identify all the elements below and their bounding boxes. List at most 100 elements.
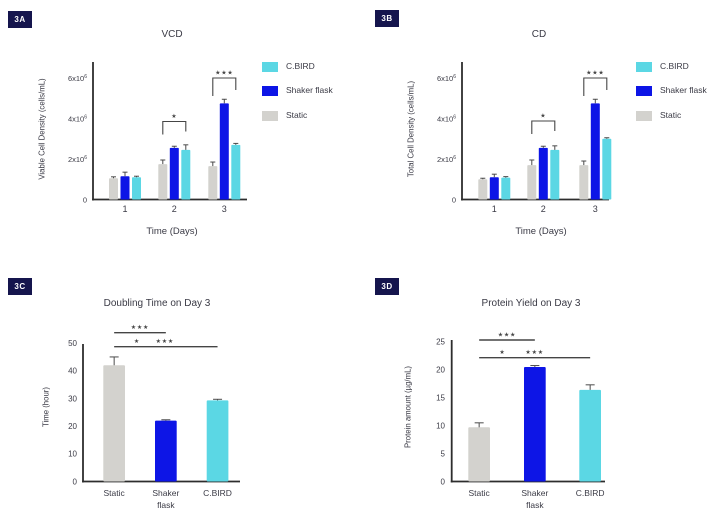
x-axis-label-3a: Time (Days) (146, 226, 198, 237)
legend-swatch-shaker-flask (262, 86, 278, 97)
panel-badge-3d: 3D (375, 278, 399, 295)
sig-bracket-day-3 (212, 77, 237, 96)
legend-swatch-static (262, 110, 278, 121)
ytick-label-6: 6x106 (437, 74, 456, 83)
xtick-label-shaker-flask: Shaker (521, 488, 548, 498)
xtick-label-shaker-flask: Shaker (152, 488, 179, 498)
ytick-label-0: 0 (83, 195, 87, 204)
bar-shaker-flask-day-3 (590, 103, 600, 200)
xtick-label-1: 1 (122, 204, 127, 214)
sig-bracket-day-3 (583, 77, 608, 96)
bar-static-day-1 (109, 178, 118, 200)
xtick-label-shaker-flask-line2: flask (157, 500, 175, 510)
legend-label-shaker-flask: Shaker flask (286, 85, 333, 96)
ytick-label-2: 2x106 (68, 155, 87, 164)
bar-static-day-2 (158, 164, 168, 200)
sig-label-day-2: ★ (171, 113, 177, 120)
sig-bracket-day-2 (531, 120, 556, 134)
bar-c-bird-day-2 (550, 149, 560, 200)
xtick-label-c-bird: C.BIRD (203, 488, 232, 498)
sig-label-static-shaker-flask-0: ★★★ (498, 332, 516, 339)
ytick-label-10: 10 (68, 450, 77, 459)
bar-c-bird (579, 389, 601, 482)
chart-title-3c: Doubling Time on Day 3 (103, 298, 211, 309)
legend-label-shaker-flask: Shaker flask (660, 85, 707, 96)
ytick-label-0: 0 (452, 195, 456, 204)
legend-3b: C.BIRD Shaker flask Static (636, 61, 708, 134)
ytick-label-25: 25 (436, 338, 445, 347)
ytick-label-50: 50 (68, 339, 77, 348)
xtick-label-2: 2 (172, 204, 177, 214)
xtick-label-shaker-flask-line2: flask (526, 500, 544, 510)
bar-c-bird-day-2 (181, 149, 191, 200)
ytick-label-10: 10 (436, 421, 445, 430)
ytick-label-30: 30 (68, 394, 77, 403)
ytick-label-4: 4x106 (437, 114, 456, 123)
ytick-label-2: 2x106 (437, 155, 456, 164)
ytick-label-5: 5 (441, 449, 446, 458)
bar-static (103, 365, 125, 482)
chart-title-3d: Protein Yield on Day 3 (481, 298, 581, 309)
legend-label-static: Static (286, 109, 308, 120)
xtick-label-3: 3 (593, 204, 598, 214)
legend-item-shaker-flask: Shaker flask (636, 85, 708, 97)
legend-item-static: Static (636, 110, 708, 121)
legend-swatch-static (636, 110, 652, 121)
legend-item-shaker-flask: Shaker flask (262, 85, 334, 97)
sig-label-day-3: ★★★ (586, 70, 604, 77)
legend-swatch-cbird (262, 62, 278, 72)
bar-shaker-flask-day-1 (120, 176, 130, 200)
sig-label-static-c-bird-0: ★ (134, 338, 140, 345)
sig-label-static-c-bird-1: ★★★ (525, 349, 543, 356)
panel-3d: 0 5 10 15 20 25 Static Shaker flask C.BIRD ★★★ ★ ★★★… (355, 260, 710, 523)
panel-badge-3a: 3A (8, 11, 32, 28)
legend-label-cbird: C.BIRD (286, 61, 315, 71)
ytick-label-4: 4x106 (68, 114, 87, 123)
legend-item-cbird: C.BIRD (262, 61, 334, 72)
bar-c-bird-day-1 (132, 177, 141, 200)
y-axis-label-3c: Time (hour) (41, 386, 51, 428)
ytick-label-20: 20 (436, 366, 445, 375)
bar-shaker-flask-day-2 (169, 147, 179, 200)
sig-label-day-2: ★ (540, 113, 546, 120)
legend-item-cbird: C.BIRD (636, 61, 708, 72)
ytick-label-20: 20 (68, 422, 77, 431)
bar-static-day-2 (527, 165, 537, 200)
bar-static (468, 427, 490, 482)
xtick-label-static: Static (104, 488, 126, 498)
bar-shaker-flask-day-3 (219, 103, 229, 200)
bar-c-bird-day-3 (602, 138, 612, 200)
legend-label-static: Static (660, 109, 682, 120)
ytick-label-0: 0 (73, 477, 78, 486)
y-axis-label-3b: Total Cell Density (cells/mL) (406, 80, 416, 178)
panel-3a: 0 2x106 4x106 6x106 1 2 3 ★ ★★★ 3A VCD Viable Ce… (0, 0, 355, 260)
sig-bracket-day-2 (162, 120, 187, 135)
xtick-label-1: 1 (492, 204, 497, 214)
y-axis-label-3d: Protein amount (µg/mL) (403, 365, 413, 449)
bar-static-day-3 (208, 166, 218, 200)
legend-item-static: Static (262, 110, 334, 121)
panel-3c: 0 10 20 30 40 50 Static Shaker flask C.BIRD ★★★ ★ ★★… (0, 260, 355, 523)
legend-swatch-shaker-flask (636, 86, 652, 97)
sig-label-day-3: ★★★ (215, 70, 233, 77)
ytick-label-40: 40 (68, 367, 77, 376)
y-axis-label-3a: Viable Cell Density (cells/mL) (37, 78, 47, 180)
bar-shaker-flask (155, 420, 177, 482)
xtick-label-3: 3 (222, 204, 227, 214)
sig-label-static-c-bird-0: ★ (499, 349, 505, 356)
bar-c-bird-day-3 (231, 144, 241, 200)
ytick-label-15: 15 (436, 393, 445, 402)
sig-label-static-shaker-flask-0: ★★★ (131, 324, 149, 331)
legend-label-cbird: C.BIRD (660, 61, 689, 71)
chart-title-3b: CD (531, 29, 547, 40)
bar-shaker-flask (524, 366, 546, 482)
xtick-label-2: 2 (541, 204, 546, 214)
bar-c-bird-day-1 (501, 177, 511, 200)
x-axis-label-3b: Time (Days) (515, 226, 567, 237)
xtick-label-c-bird: C.BIRD (576, 488, 605, 498)
